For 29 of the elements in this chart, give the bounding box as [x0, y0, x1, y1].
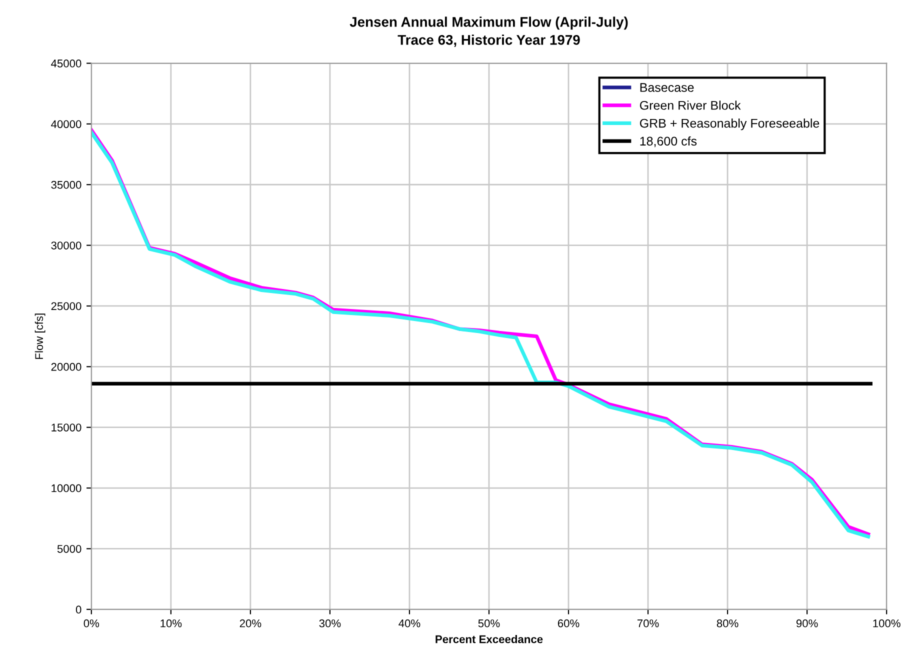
legend-label: Green River Block [640, 100, 741, 110]
chart-subtitle: Trace 63, Historic Year 1979 [398, 34, 580, 47]
x-axis-title: Percent Exceedance [436, 635, 543, 644]
y-tick-label: 10000 [52, 484, 82, 492]
legend-label: Basecase [640, 83, 694, 92]
y-tick-label: 35000 [51, 180, 82, 189]
x-tick-label: 10% [160, 619, 182, 628]
x-tick-label: 80% [716, 619, 738, 628]
x-tick-label: 50% [478, 619, 500, 628]
x-tick-label: 60% [558, 619, 580, 628]
x-tick-label: 70% [637, 619, 659, 628]
x-tick-label: 30% [319, 619, 341, 628]
y-tick-label: 0 [76, 606, 82, 614]
chart-title: Jensen Annual Maximum Flow (April-July) [350, 16, 628, 30]
y-axis-title: Flow [cfs] [34, 314, 46, 359]
y-tick-label: 45000 [51, 60, 82, 68]
y-tick-label: 20000 [51, 362, 82, 371]
x-tick-label: 100% [873, 619, 900, 628]
y-tick-label: 30000 [51, 242, 82, 250]
y-tick-label: 15000 [52, 424, 82, 432]
legend-label: 18,600 cfs [640, 136, 697, 148]
y-tick-label: 5000 [57, 544, 82, 553]
x-tick-label: 40% [398, 619, 420, 628]
x-tick-label: 90% [796, 619, 818, 628]
y-tick-label: 40000 [51, 120, 82, 128]
legend-label: GRB + Reasonably Foreseeable [640, 118, 820, 130]
x-tick-label: 0% [84, 619, 100, 628]
x-tick-label: 20% [240, 619, 262, 628]
y-tick-label: 25000 [51, 302, 82, 310]
